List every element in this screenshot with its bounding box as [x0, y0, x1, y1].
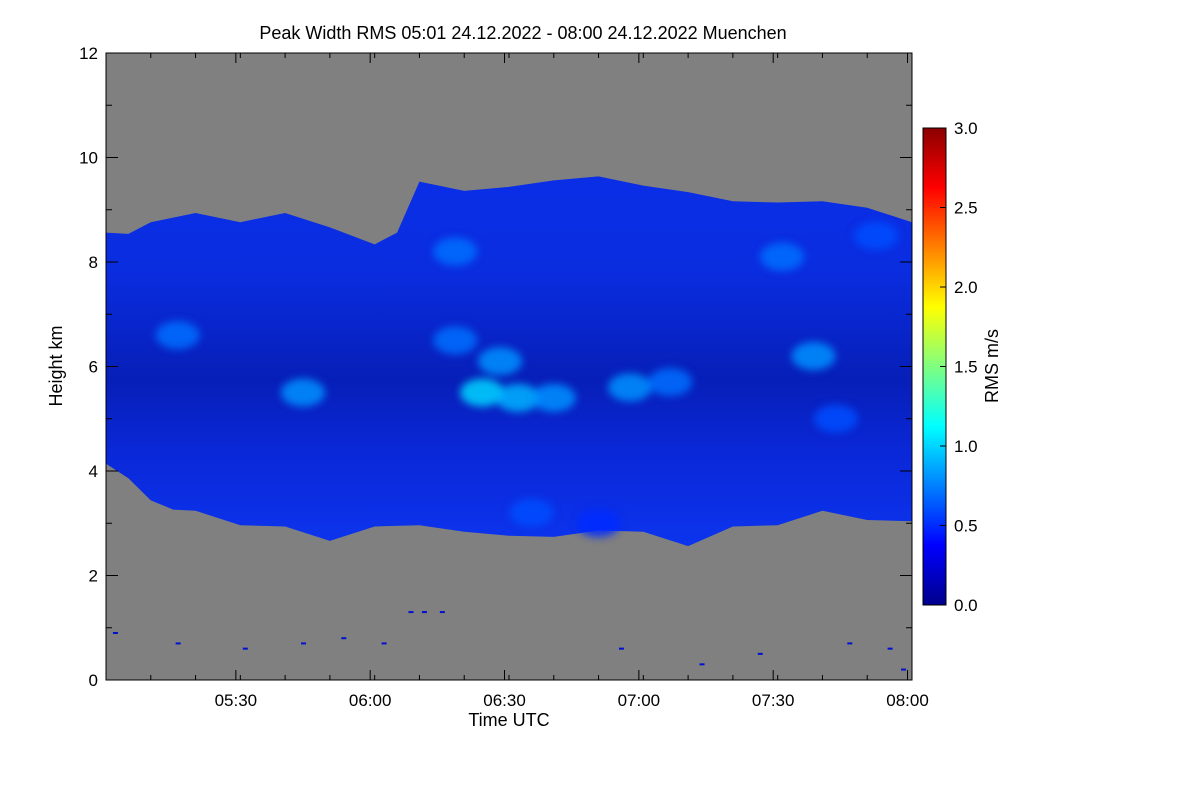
hotspot	[607, 373, 652, 402]
x-axis: 05:30 06:00 06:30 07:00 07:30 08:00	[150, 53, 929, 710]
low-echo-point	[901, 668, 907, 671]
low-echo-point	[439, 611, 445, 614]
y-tick-label: 10	[79, 149, 98, 168]
hotspot	[576, 509, 621, 538]
x-tick-label: 07:30	[752, 691, 795, 710]
low-echo-group	[112, 611, 907, 671]
chart-title: Peak Width RMS 05:01 24.12.2022 - 08:00 …	[259, 23, 786, 43]
hotspot	[813, 404, 858, 433]
y-tick-label: 4	[89, 462, 98, 481]
low-echo-point	[847, 642, 853, 645]
low-echo-point	[699, 663, 705, 666]
colorbar-tick-label: 3.0	[954, 119, 978, 138]
colorbar-tick-label: 2.5	[954, 199, 978, 218]
hotspot	[495, 383, 540, 412]
y-tick-label: 0	[89, 671, 98, 690]
y-tick-label: 6	[89, 358, 98, 377]
low-echo-point	[421, 611, 427, 614]
hotspot	[854, 221, 899, 250]
colorbar-tick-label: 0.5	[954, 517, 978, 536]
hotspot	[648, 368, 693, 397]
low-echo-point	[341, 637, 347, 640]
hotspot	[478, 347, 523, 376]
y-axis: 0 2 4 6 8 10 12	[79, 44, 912, 690]
low-echo-point	[112, 631, 118, 634]
hotspot	[281, 378, 326, 407]
x-tick-label: 07:00	[618, 691, 661, 710]
low-echo-point	[757, 652, 763, 655]
low-echo-point	[408, 611, 414, 614]
hotspot	[791, 342, 836, 371]
hotspot	[460, 378, 505, 407]
x-tick-label: 06:30	[483, 691, 526, 710]
colorbar: 0.0 0.5 1.0 1.5 2.0 2.5 3.0 RMS m/s	[922, 119, 1002, 615]
low-echo-point	[887, 647, 893, 650]
hotspot	[509, 498, 554, 527]
y-tick-label: 12	[79, 44, 98, 63]
colorbar-ticks: 0.0 0.5 1.0 1.5 2.0 2.5 3.0	[940, 119, 978, 615]
hotspot	[433, 237, 478, 266]
colorbar-tick-label: 1.5	[954, 358, 978, 377]
x-tick-label: 05:30	[215, 691, 258, 710]
low-echo-point	[242, 647, 248, 650]
y-tick-label: 2	[89, 567, 98, 586]
plot-area	[105, 52, 913, 681]
hotspot-group	[155, 221, 899, 538]
colorbar-tick-label: 0.0	[954, 596, 978, 615]
colorbar-tick-label: 1.0	[954, 437, 978, 456]
hotspot	[433, 326, 478, 355]
low-echo-point	[618, 647, 624, 650]
hotspot	[155, 321, 200, 350]
y-tick-label: 8	[89, 253, 98, 272]
hotspot	[531, 383, 576, 412]
colorbar-label: RMS m/s	[982, 329, 1002, 403]
low-echo-point	[301, 642, 307, 645]
x-tick-label: 08:00	[886, 691, 929, 710]
hotspot	[760, 242, 805, 271]
low-echo-point	[175, 642, 181, 645]
x-tick-label: 06:00	[349, 691, 392, 710]
colorbar-tick-label: 2.0	[954, 278, 978, 297]
x-axis-label: Time UTC	[468, 710, 549, 730]
low-echo-point	[381, 642, 387, 645]
y-axis-label: Height km	[46, 325, 66, 406]
